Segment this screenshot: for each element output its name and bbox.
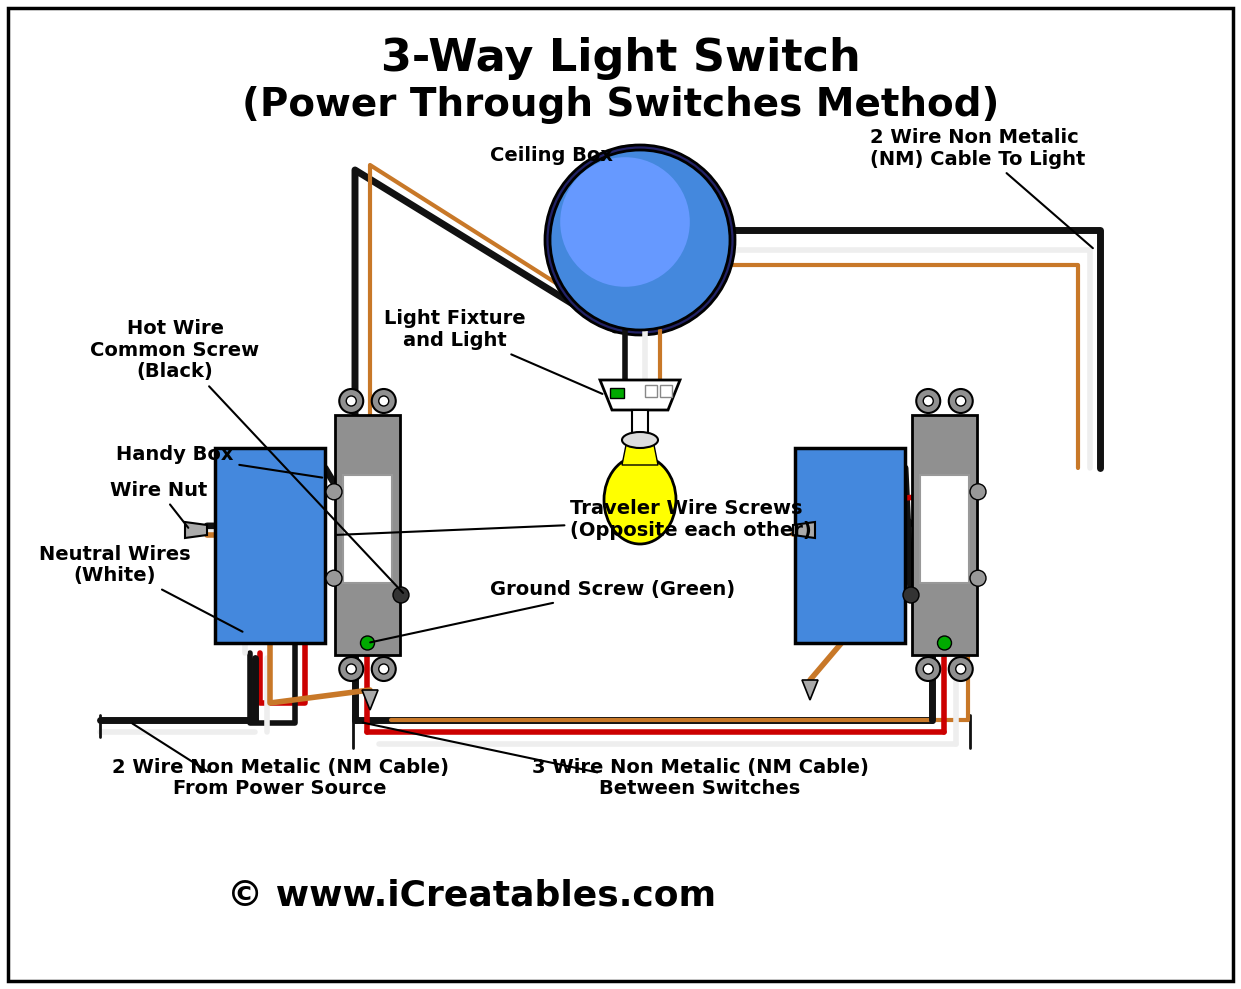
Text: Wire Nut: Wire Nut — [110, 481, 207, 528]
Circle shape — [393, 587, 410, 603]
Polygon shape — [362, 690, 379, 710]
Bar — [215, 448, 325, 643]
Circle shape — [937, 636, 952, 650]
Polygon shape — [185, 522, 207, 538]
Circle shape — [916, 389, 941, 413]
Text: 3 Wire Non Metalic (NM Cable)
Between Switches: 3 Wire Non Metalic (NM Cable) Between Sw… — [531, 758, 869, 798]
Circle shape — [916, 657, 941, 681]
Circle shape — [379, 664, 388, 674]
Circle shape — [346, 664, 356, 674]
Circle shape — [923, 396, 933, 406]
Bar — [632, 410, 648, 440]
Circle shape — [923, 664, 933, 674]
Circle shape — [379, 396, 388, 406]
Polygon shape — [793, 522, 815, 538]
Text: Light Fixture
and Light: Light Fixture and Light — [385, 310, 602, 394]
Bar — [912, 415, 977, 655]
Circle shape — [372, 389, 396, 413]
Polygon shape — [802, 680, 818, 700]
Bar — [611, 388, 624, 398]
Circle shape — [545, 145, 735, 335]
Bar — [660, 385, 671, 397]
Text: Neutral Wires
(White): Neutral Wires (White) — [40, 545, 242, 632]
Text: Ceiling Box: Ceiling Box — [490, 145, 632, 164]
Circle shape — [956, 396, 965, 406]
Text: Ground Screw (Green): Ground Screw (Green) — [370, 581, 735, 643]
Circle shape — [560, 157, 690, 287]
Circle shape — [903, 587, 920, 603]
Circle shape — [550, 150, 730, 330]
Circle shape — [326, 484, 343, 499]
Text: © www.iCreatables.com: © www.iCreatables.com — [227, 878, 716, 912]
Circle shape — [949, 657, 973, 681]
Bar — [795, 448, 905, 643]
Text: 3-Way Light Switch: 3-Way Light Switch — [381, 37, 860, 79]
Polygon shape — [599, 380, 680, 410]
Circle shape — [949, 389, 973, 413]
Ellipse shape — [604, 456, 676, 544]
Circle shape — [326, 571, 343, 586]
Circle shape — [339, 389, 364, 413]
Circle shape — [346, 396, 356, 406]
Polygon shape — [622, 445, 658, 465]
Bar — [645, 385, 656, 397]
Circle shape — [339, 657, 364, 681]
Text: 2 Wire Non Metalic (NM Cable)
From Power Source: 2 Wire Non Metalic (NM Cable) From Power… — [112, 758, 448, 798]
Text: Hot Wire
Common Screw
(Black): Hot Wire Common Screw (Black) — [91, 318, 403, 593]
Circle shape — [360, 636, 375, 650]
Text: (Power Through Switches Method): (Power Through Switches Method) — [242, 86, 999, 124]
Ellipse shape — [622, 432, 658, 448]
Text: Traveler Wire Screws
(Opposite each other): Traveler Wire Screws (Opposite each othe… — [336, 499, 812, 541]
Text: Handy Box: Handy Box — [117, 445, 323, 478]
Text: 2 Wire Non Metalic
(NM) Cable To Light: 2 Wire Non Metalic (NM) Cable To Light — [870, 128, 1093, 248]
Circle shape — [970, 571, 987, 586]
Bar — [920, 475, 969, 583]
Circle shape — [956, 664, 965, 674]
Circle shape — [372, 657, 396, 681]
Bar — [335, 415, 400, 655]
Circle shape — [970, 484, 987, 499]
Bar — [343, 475, 392, 583]
